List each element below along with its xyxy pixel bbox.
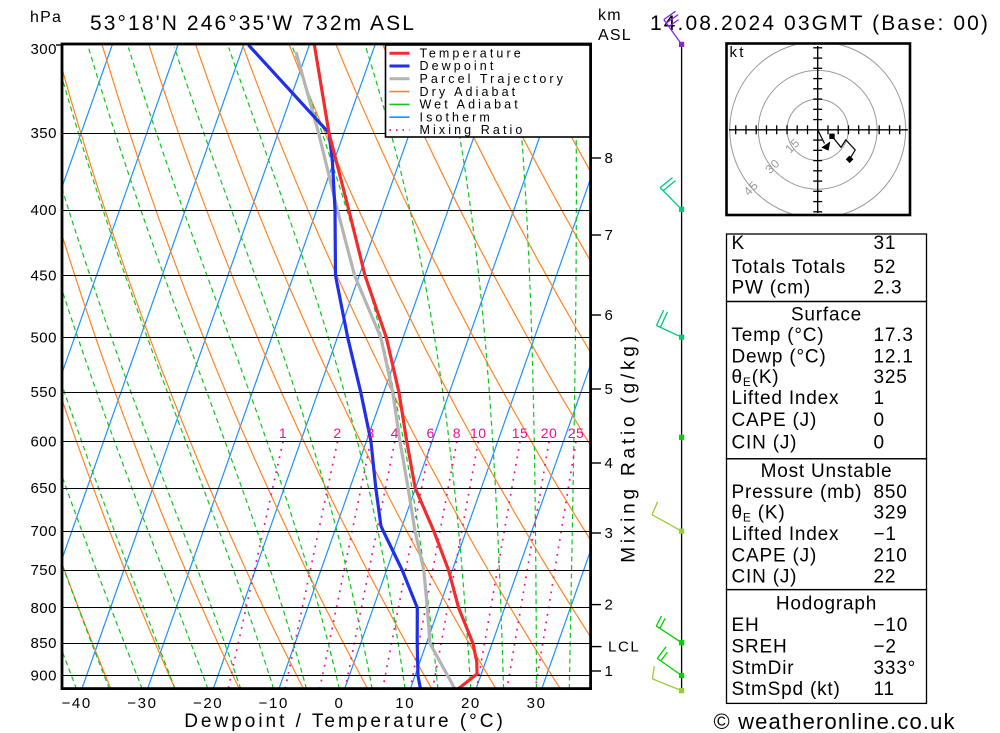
svg-text:ASL: ASL: [598, 27, 632, 44]
svg-text:450: 450: [30, 268, 57, 285]
svg-text:LCL: LCL: [608, 639, 640, 656]
svg-text:EH: EH: [732, 615, 760, 636]
svg-text:11: 11: [874, 679, 895, 700]
svg-text:CAPE (J): CAPE (J): [732, 546, 818, 567]
svg-text:52: 52: [874, 257, 897, 278]
svg-text:700: 700: [30, 523, 57, 540]
svg-text:17.3: 17.3: [874, 325, 914, 346]
svg-text:θE (K): θE (K): [732, 503, 786, 525]
svg-text:Lifted Index: Lifted Index: [732, 524, 840, 545]
svg-text:30: 30: [527, 695, 547, 712]
svg-text:−40: −40: [62, 695, 92, 712]
svg-text:850: 850: [30, 635, 57, 652]
svg-text:Dry Adiabat: Dry Adiabat: [420, 85, 519, 99]
svg-text:StmSpd (kt): StmSpd (kt): [732, 679, 841, 700]
svg-text:CIN (J): CIN (J): [732, 433, 798, 454]
svg-text:1: 1: [605, 663, 614, 680]
svg-text:800: 800: [30, 600, 57, 617]
svg-text:650: 650: [30, 480, 57, 497]
svg-text:31: 31: [874, 233, 897, 254]
svg-text:K: K: [732, 233, 745, 254]
svg-text:6: 6: [605, 307, 614, 324]
svg-text:10: 10: [470, 425, 487, 441]
svg-text:53°18'N 246°35'W 732m ASL: 53°18'N 246°35'W 732m ASL: [90, 12, 416, 35]
svg-text:210: 210: [874, 546, 908, 567]
svg-text:600: 600: [30, 434, 57, 451]
svg-text:300: 300: [30, 41, 57, 58]
svg-text:4: 4: [391, 425, 399, 441]
svg-text:750: 750: [30, 562, 57, 579]
svg-text:25: 25: [568, 425, 585, 441]
svg-text:22: 22: [874, 567, 897, 588]
svg-text:Parcel Trajectory: Parcel Trajectory: [420, 72, 566, 86]
svg-text:© weatheronline.co.uk: © weatheronline.co.uk: [714, 709, 956, 733]
svg-text:15: 15: [512, 425, 529, 441]
svg-text:12.1: 12.1: [874, 347, 914, 368]
svg-text:329: 329: [874, 503, 908, 524]
svg-text:PW (cm): PW (cm): [732, 278, 811, 299]
svg-text:550: 550: [30, 384, 57, 401]
svg-text:Lifted Index: Lifted Index: [732, 388, 840, 409]
svg-text:333°: 333°: [874, 658, 917, 679]
svg-text:2.3: 2.3: [874, 278, 903, 299]
svg-text:14.08.2024 03GMT (Base: 00): 14.08.2024 03GMT (Base: 00): [650, 12, 990, 35]
svg-text:7: 7: [605, 227, 614, 244]
svg-text:CAPE (J): CAPE (J): [732, 410, 818, 431]
svg-text:Most Unstable: Most Unstable: [761, 461, 893, 482]
svg-text:Totals Totals: Totals Totals: [732, 257, 847, 278]
svg-text:5: 5: [605, 381, 614, 398]
svg-text:0: 0: [335, 695, 345, 712]
svg-text:3: 3: [366, 425, 374, 441]
svg-text:hPa: hPa: [30, 9, 62, 26]
svg-text:Temperature: Temperature: [420, 46, 524, 60]
svg-text:−10: −10: [874, 615, 909, 636]
svg-text:0: 0: [874, 433, 885, 454]
svg-text:kt: kt: [730, 44, 746, 61]
svg-text:Wet Adiabat: Wet Adiabat: [420, 98, 521, 112]
svg-text:10: 10: [395, 695, 415, 712]
svg-text:−10: −10: [259, 695, 289, 712]
svg-text:3: 3: [605, 525, 614, 542]
svg-text:θE(K): θE(K): [732, 367, 780, 389]
svg-text:400: 400: [30, 202, 57, 219]
svg-text:Dewpoint / Temperature (°C): Dewpoint / Temperature (°C): [184, 711, 506, 732]
svg-text:850: 850: [874, 482, 908, 503]
svg-text:−20: −20: [193, 695, 223, 712]
svg-text:900: 900: [30, 668, 57, 685]
svg-text:CIN (J): CIN (J): [732, 567, 798, 588]
svg-text:2: 2: [333, 425, 341, 441]
svg-text:−30: −30: [127, 695, 157, 712]
svg-text:−1: −1: [874, 524, 897, 545]
svg-text:6: 6: [426, 425, 434, 441]
svg-text:Mixing Ratio (g/kg): Mixing Ratio (g/kg): [619, 332, 640, 563]
svg-text:1: 1: [874, 388, 885, 409]
svg-text:0: 0: [874, 410, 885, 431]
svg-text:8: 8: [453, 425, 461, 441]
svg-text:2: 2: [605, 597, 614, 614]
svg-text:km: km: [598, 7, 622, 24]
svg-text:SREH: SREH: [732, 637, 788, 658]
svg-text:325: 325: [874, 367, 908, 388]
svg-text:Dewpoint: Dewpoint: [420, 59, 497, 73]
svg-text:Hodograph: Hodograph: [776, 594, 877, 615]
svg-text:4: 4: [605, 455, 614, 472]
svg-text:Pressure (mb): Pressure (mb): [732, 482, 863, 503]
svg-text:Surface: Surface: [791, 305, 862, 326]
svg-text:Dewp (°C): Dewp (°C): [732, 347, 827, 368]
svg-text:20: 20: [541, 425, 558, 441]
svg-text:−2: −2: [874, 637, 897, 658]
svg-text:StmDir: StmDir: [732, 658, 795, 679]
svg-text:1: 1: [279, 425, 287, 441]
svg-text:500: 500: [30, 330, 57, 347]
svg-text:Temp (°C): Temp (°C): [732, 325, 825, 346]
svg-text:8: 8: [605, 150, 614, 167]
svg-text:Mixing Ratio: Mixing Ratio: [420, 123, 526, 137]
svg-text:Isotherm: Isotherm: [420, 110, 493, 124]
svg-text:350: 350: [30, 125, 57, 142]
svg-text:20: 20: [461, 695, 481, 712]
